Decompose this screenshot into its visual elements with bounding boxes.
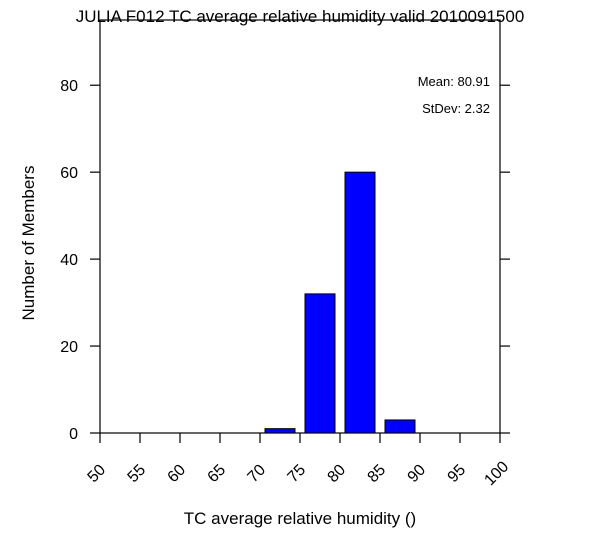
x-tick-label-75: 75 [285,461,310,486]
histogram-bar-80-85 [344,171,376,434]
plot-area: 0 20 40 60 80 50 55 60 65 70 75 80 85 90 95 100 [60,19,512,489]
x-tick-label-90: 90 [405,461,430,486]
x-tick-label-60: 60 [165,461,190,486]
x-tick-label-85: 85 [365,461,390,486]
chart-title: JULIA F012 TC average relative humidity … [76,7,525,26]
y-tick-label-40: 40 [60,252,78,269]
histogram-bar-70-75 [264,428,296,434]
x-tick-label-95: 95 [445,461,470,486]
y-tick-label-0: 0 [69,426,78,443]
x-axis-label: TC average relative humidity () [184,509,416,528]
y-tick-label-80: 80 [60,78,78,95]
mean-label: Mean: 80.91 [418,74,490,89]
bar-group [264,171,416,434]
x-tick-label-55: 55 [125,461,150,486]
x-tick-label-70: 70 [245,461,270,486]
x-tick-label-100: 100 [481,458,512,489]
y-tick-label-20: 20 [60,339,78,356]
stdev-label: StDev: 2.32 [422,101,490,116]
x-tick-label-65: 65 [205,461,230,486]
y-axis-ticks: 0 20 40 60 80 [60,78,510,443]
y-axis-label: Number of Members [19,166,38,321]
x-tick-label-50: 50 [85,461,110,486]
y-tick-label-60: 60 [60,165,78,182]
histogram-bar-75-80 [304,293,336,434]
histogram-bar-85-90 [384,419,416,434]
x-axis-ticks: 50 55 60 65 70 75 80 85 90 95 100 [85,433,512,489]
x-tick-label-80: 80 [325,461,350,486]
